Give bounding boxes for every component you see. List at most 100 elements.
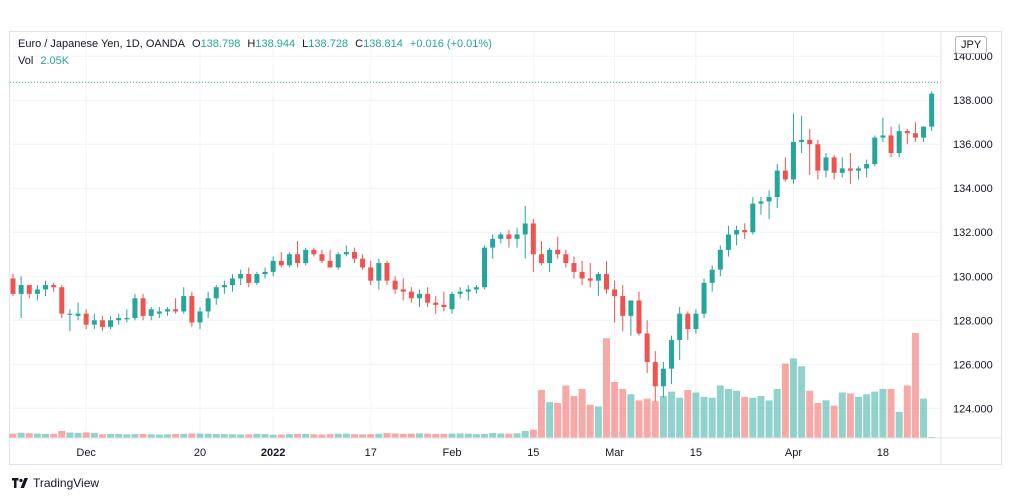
candle-body bbox=[644, 333, 650, 363]
candle bbox=[278, 252, 284, 268]
candle-body bbox=[571, 263, 577, 272]
candle bbox=[880, 117, 886, 143]
candle-body bbox=[148, 309, 154, 316]
candle bbox=[644, 320, 650, 374]
volume-bar bbox=[895, 411, 903, 438]
candle bbox=[303, 247, 309, 266]
candle bbox=[343, 245, 349, 257]
candle-body bbox=[514, 234, 520, 239]
candle-body bbox=[286, 254, 292, 266]
open-value: 138.798 bbox=[200, 38, 241, 50]
candle-body bbox=[368, 267, 374, 281]
y-tick-label: 126.000 bbox=[953, 359, 993, 371]
low-label: L bbox=[302, 38, 309, 50]
candle bbox=[498, 232, 504, 244]
candle bbox=[108, 315, 114, 330]
volume-bar bbox=[570, 396, 578, 438]
candle-body bbox=[408, 291, 414, 299]
candle-body bbox=[864, 164, 870, 169]
candle bbox=[164, 307, 170, 316]
candle bbox=[758, 197, 764, 215]
tradingview-brand[interactable]: TradingView bbox=[12, 476, 99, 490]
candle bbox=[197, 307, 203, 330]
candle-body bbox=[717, 249, 723, 270]
candle-body bbox=[303, 249, 309, 264]
candle bbox=[530, 219, 536, 272]
candle-body bbox=[425, 293, 431, 303]
volume-bar bbox=[489, 432, 497, 438]
candle-body bbox=[181, 296, 187, 312]
volume-bar bbox=[749, 397, 757, 438]
volume-bar bbox=[269, 434, 277, 438]
candle-body bbox=[221, 285, 227, 288]
candle-body bbox=[124, 318, 130, 320]
candle-body bbox=[782, 170, 788, 180]
candle bbox=[335, 252, 341, 270]
candle bbox=[392, 276, 398, 294]
candle bbox=[384, 260, 390, 286]
candle-body bbox=[473, 287, 479, 290]
volume-bar bbox=[456, 433, 464, 438]
candle-body bbox=[620, 296, 626, 316]
candle bbox=[856, 166, 862, 180]
volume-bar bbox=[668, 391, 676, 438]
candle-body bbox=[823, 157, 829, 171]
symbol-title[interactable]: Euro / Japanese Yen, 1D, OANDA bbox=[18, 38, 185, 50]
volume-bar bbox=[481, 433, 489, 438]
volume-bar bbox=[903, 385, 911, 438]
volume-bar bbox=[863, 394, 871, 438]
candle-body bbox=[238, 274, 244, 279]
candle-body bbox=[555, 249, 561, 255]
candle bbox=[823, 153, 829, 178]
candle-body bbox=[734, 230, 740, 235]
volume-bar bbox=[98, 434, 106, 438]
candle bbox=[774, 164, 780, 209]
candle-body bbox=[392, 280, 398, 290]
candle-body bbox=[856, 168, 862, 171]
candle-body bbox=[327, 260, 333, 268]
candle-body bbox=[360, 258, 366, 268]
candle bbox=[815, 139, 821, 180]
candle-body bbox=[693, 313, 699, 330]
volume-bar bbox=[25, 433, 33, 438]
candle-body bbox=[912, 133, 918, 138]
candle-body bbox=[270, 260, 276, 272]
candle bbox=[360, 254, 366, 270]
candle bbox=[368, 260, 374, 286]
candle-body bbox=[278, 260, 284, 266]
volume-bar bbox=[367, 434, 375, 438]
candle-body bbox=[213, 287, 219, 299]
volume-bar bbox=[724, 389, 732, 438]
candle bbox=[51, 282, 57, 292]
candle-body bbox=[335, 254, 341, 268]
volume-bar bbox=[9, 433, 17, 438]
volume-bar bbox=[107, 433, 115, 438]
candle-body bbox=[799, 139, 805, 143]
volume-bar bbox=[619, 389, 627, 438]
y-tick-label: 136.000 bbox=[953, 139, 993, 151]
volume-bar bbox=[497, 433, 505, 438]
candle-body bbox=[547, 249, 553, 264]
volume-bar bbox=[741, 396, 749, 438]
volume-label[interactable]: Vol bbox=[18, 55, 34, 67]
currency-badge[interactable]: JPY bbox=[955, 36, 988, 54]
candle bbox=[847, 153, 853, 184]
candle bbox=[628, 300, 634, 336]
candle bbox=[734, 225, 740, 246]
candle-body bbox=[685, 313, 691, 330]
volume-bar bbox=[765, 400, 773, 438]
volume-bar bbox=[920, 398, 928, 438]
time-axis[interactable]: Dec 20 2022 17 Feb 15 Mar 15 Apr 18 bbox=[10, 437, 1001, 459]
price-axis[interactable]: 124.000 126.000 128.000 130.000 132.000 134.0… bbox=[940, 32, 993, 464]
y-tick-label: 128.000 bbox=[953, 315, 993, 327]
candle bbox=[725, 225, 731, 257]
candle-body bbox=[652, 362, 658, 387]
candle bbox=[43, 280, 49, 297]
volume-bar bbox=[855, 396, 863, 438]
volume-bar bbox=[245, 434, 253, 438]
volume-bar bbox=[879, 389, 887, 438]
volume-bar bbox=[212, 434, 220, 438]
candle bbox=[67, 309, 73, 332]
candle-body bbox=[132, 298, 138, 319]
